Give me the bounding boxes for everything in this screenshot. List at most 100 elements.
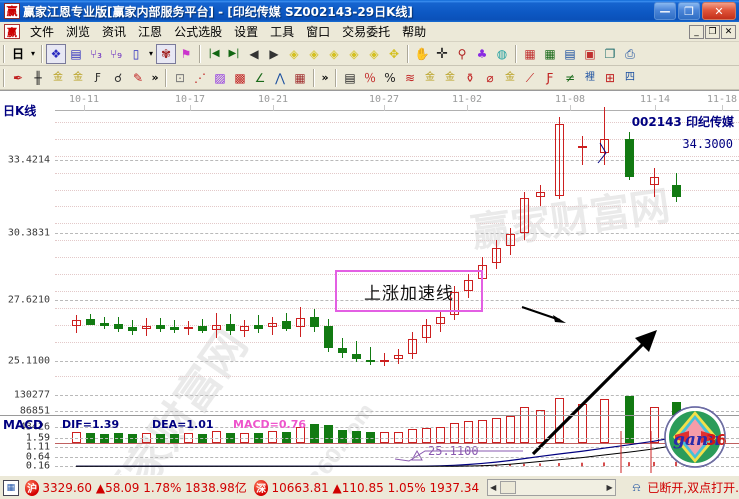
square-icon[interactable]: ⊡ bbox=[174, 70, 186, 85]
tree-icon[interactable]: ♣ bbox=[476, 46, 488, 61]
gold-band-icon[interactable]: 金 bbox=[505, 71, 515, 83]
scroll-left-arrow-icon[interactable]: ◀ bbox=[490, 483, 497, 492]
more-chevron-icon[interactable]: » bbox=[151, 71, 159, 84]
gold-lines-icon[interactable]: 金 bbox=[445, 71, 455, 83]
price-panel[interactable]: 33.4214 30.3831 27.6210 25.1100 bbox=[0, 107, 739, 391]
menu-item-trade[interactable]: 交易委托 bbox=[342, 25, 391, 39]
next-icon[interactable]: ▶ bbox=[269, 46, 279, 61]
gann-diamond1-icon[interactable]: ◈ bbox=[289, 46, 299, 61]
kline3-icon[interactable]: ⑂₃ bbox=[89, 46, 102, 61]
volume-bar bbox=[394, 431, 403, 443]
gold-circle-icon[interactable]: 金 bbox=[425, 71, 435, 83]
pen-red-icon[interactable]: ✒ bbox=[12, 70, 24, 85]
mdi-close-button[interactable]: ✕ bbox=[721, 24, 736, 39]
horizontal-scrollbar[interactable]: ◀ ▶ bbox=[487, 479, 616, 496]
crosshair-icon[interactable]: ✛ bbox=[436, 45, 448, 62]
kline9-icon[interactable]: ⑂₉ bbox=[109, 46, 122, 61]
hand-icon[interactable]: ✋ bbox=[414, 46, 430, 61]
candle-body bbox=[650, 177, 659, 185]
pen-grid-icon[interactable]: ✎ bbox=[132, 70, 144, 85]
analysis-icon[interactable]: ❖ bbox=[46, 43, 66, 64]
scroll-thumb[interactable] bbox=[500, 481, 517, 494]
menu-item-settings[interactable]: 设置 bbox=[234, 25, 259, 39]
copy-icon[interactable]: ❐ bbox=[604, 46, 616, 61]
fan-red-icon[interactable]: ⋰ bbox=[194, 70, 206, 85]
report-icon[interactable]: ▤ bbox=[70, 46, 82, 61]
menu-item-gann[interactable]: 江恩 bbox=[138, 25, 163, 39]
percent-red-icon[interactable]: ％ bbox=[363, 70, 376, 85]
calculator-icon[interactable]: ▦ bbox=[544, 46, 556, 61]
flag-icon[interactable]: ⚑ bbox=[180, 46, 192, 61]
box-lines-icon[interactable]: ▨ bbox=[214, 70, 226, 85]
window-controls: — ❐ ✕ bbox=[654, 2, 737, 20]
ink-icon[interactable]: ⚱ bbox=[464, 70, 476, 85]
fib-f-icon[interactable]: Ƒ bbox=[95, 71, 101, 83]
gann-diamond5-icon[interactable]: ◈ bbox=[369, 46, 379, 61]
zigzag-icon[interactable]: ⋀ bbox=[275, 70, 285, 85]
notes-icon[interactable]: ▤ bbox=[564, 46, 576, 61]
gold-fan1-icon[interactable]: 金 bbox=[53, 71, 63, 83]
magnet-icon[interactable]: ⚲ bbox=[457, 46, 467, 61]
candle-wick bbox=[76, 315, 77, 334]
menu-item-news[interactable]: 资讯 bbox=[102, 25, 127, 39]
print-icon[interactable]: ⎙ bbox=[625, 46, 635, 61]
brain-icon[interactable]: ◍ bbox=[496, 46, 508, 61]
first-icon[interactable]: |◀ bbox=[208, 47, 220, 59]
menu-item-tools[interactable]: 工具 bbox=[270, 25, 295, 39]
save-icon[interactable]: 日 bbox=[11, 46, 24, 61]
percent-icon[interactable]: % bbox=[384, 70, 396, 85]
dropdown-arrow-icon[interactable]: ▾ bbox=[30, 48, 35, 58]
grid-table-icon[interactable]: ▦ bbox=[294, 70, 306, 85]
menu-item-help[interactable]: 帮助 bbox=[402, 25, 427, 39]
close-button[interactable]: ✕ bbox=[702, 2, 736, 20]
grid-fan-icon[interactable]: ▩ bbox=[234, 70, 246, 85]
connection-status-icon: ⍾ bbox=[632, 480, 641, 494]
gann-diamond4-icon[interactable]: ◈ bbox=[349, 46, 359, 61]
angle-icon[interactable]: ∠ bbox=[254, 70, 266, 85]
slope-j-icon[interactable]: ⟋ bbox=[525, 70, 535, 85]
slope-line-icon[interactable]: ≠ bbox=[564, 70, 576, 85]
candle-body bbox=[408, 339, 417, 354]
menu-item-file[interactable]: 文件 bbox=[30, 25, 55, 39]
spiral-icon[interactable]: ☌ bbox=[113, 70, 123, 85]
grid-view-icon[interactable]: ▦ bbox=[3, 479, 19, 496]
pattern-icon[interactable]: ✾ bbox=[156, 43, 176, 64]
ladder-icon[interactable]: ▤ bbox=[344, 70, 356, 85]
volume-panel[interactable]: 130277 86851 43426 bbox=[0, 389, 739, 444]
gann-diamond2-icon[interactable]: ◈ bbox=[309, 46, 319, 61]
frame-icon[interactable]: ⊞ bbox=[604, 70, 616, 85]
maximize-button[interactable]: ❐ bbox=[678, 2, 700, 20]
percent-lines-icon[interactable]: ≋ bbox=[404, 70, 416, 85]
connection-status-text[interactable]: 已断开,双点打开. bbox=[647, 481, 739, 495]
layer-icon[interactable]: 裡 bbox=[585, 71, 595, 83]
menu-item-window[interactable]: 窗口 bbox=[306, 25, 331, 39]
macd-plot[interactable]: 1.59 1.11 0.64 0.16 bbox=[0, 429, 739, 475]
mdi-restore-button[interactable]: ❐ bbox=[705, 24, 720, 39]
four-icon[interactable]: 四 bbox=[625, 71, 635, 83]
cycle-icon[interactable]: ⌀ bbox=[486, 70, 494, 85]
gann-diamond3-icon[interactable]: ◈ bbox=[329, 46, 339, 61]
floppy-icon[interactable]: ▣ bbox=[584, 46, 596, 61]
last-icon[interactable]: ▶| bbox=[228, 47, 240, 59]
minimize-button[interactable]: — bbox=[654, 2, 676, 20]
candle-body bbox=[142, 326, 151, 329]
candle-body bbox=[226, 323, 235, 331]
grid-lines-icon[interactable]: ╫ bbox=[34, 70, 42, 85]
dropdown-arrow2-icon[interactable]: ▾ bbox=[148, 48, 153, 58]
chart-area[interactable]: 赢家财富网 赢家财富网 www.yingjia360.com QQ:100800… bbox=[0, 90, 739, 475]
kline-panel-label: 日K线 bbox=[3, 104, 37, 118]
column-icon[interactable]: ▯ bbox=[132, 46, 140, 61]
menu-item-browse[interactable]: 浏览 bbox=[66, 25, 91, 39]
more-chevron2-icon[interactable]: » bbox=[321, 71, 329, 84]
mdi-minimize-button[interactable]: _ bbox=[689, 24, 704, 39]
gann-diamond6-icon[interactable]: ✥ bbox=[388, 46, 400, 61]
gold-fan2-icon[interactable]: 金 bbox=[73, 71, 83, 83]
menu-item-formula-stock-pick[interactable]: 公式选股 bbox=[174, 25, 223, 39]
calendar-icon[interactable]: ▦ bbox=[524, 46, 536, 61]
slope-f-icon[interactable]: Ƒ bbox=[546, 70, 554, 85]
scroll-right-arrow-icon[interactable]: ▶ bbox=[606, 483, 613, 492]
prev-icon[interactable]: ◀ bbox=[249, 46, 259, 61]
candle-wick bbox=[202, 318, 203, 334]
date-tick bbox=[384, 105, 385, 111]
volume-bar bbox=[338, 430, 347, 443]
